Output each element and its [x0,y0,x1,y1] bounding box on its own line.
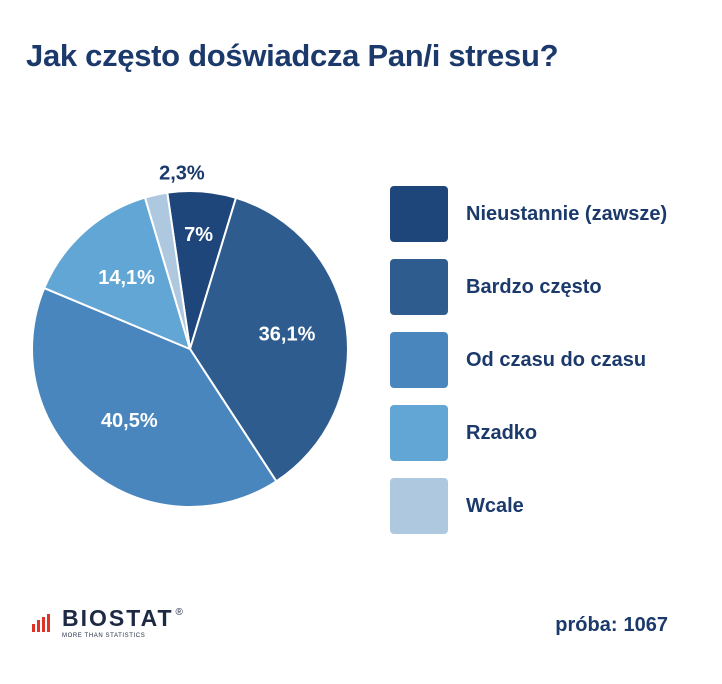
bar-chart-icon [32,614,50,632]
legend-label: Bardzo często [466,275,602,298]
slice-data-label: 36,1% [259,323,316,345]
slice-data-label: 7% [184,224,213,246]
slice-data-label: 40,5% [101,410,158,432]
logo-text: BIOSTAT [62,605,174,631]
sample-label: próba: [555,614,618,636]
legend-item-wcale: Wcale [390,478,667,534]
legend-item-rzadko: Rzadko [390,405,667,461]
slice-data-label: 2,3% [159,162,205,184]
slice-data-label: 14,1% [98,267,155,289]
pie-slice [188,196,349,483]
logo-tagline: MORE THAN STATISTICS [62,633,146,639]
sample-size: próba: 1067 [555,614,668,637]
legend-swatch [390,478,448,534]
pie-slice [143,191,191,350]
legend-label: Rzadko [466,421,538,444]
legend-swatch [390,405,448,461]
legend-label: Od czasu do czasu [466,348,647,371]
legend: Nieustannie (zawsze) Bardzo często Od cz… [390,186,667,551]
sample-value: 1067 [623,614,669,636]
pie-slice [42,196,192,351]
legend-swatch [390,332,448,388]
chart-title: Jak często doświadcza Pan/i stresu? [26,38,559,73]
pie-slice [31,286,278,508]
legend-label: Nieustannie (zawsze) [466,202,668,225]
legend-item-bardzo-czesto: Bardzo często [390,259,667,315]
legend-item-od-czasu-do-czasu: Od czasu do czasu [390,332,667,388]
biostat-logo: BIOSTAT ® MORE THAN STATISTICS [32,607,183,639]
legend-label: Wcale [466,494,524,517]
legend-swatch [390,186,448,242]
legend-swatch [390,259,448,315]
legend-item-nieustannie: Nieustannie (zawsze) [390,186,667,242]
logo-registered-mark: ® [175,607,183,618]
